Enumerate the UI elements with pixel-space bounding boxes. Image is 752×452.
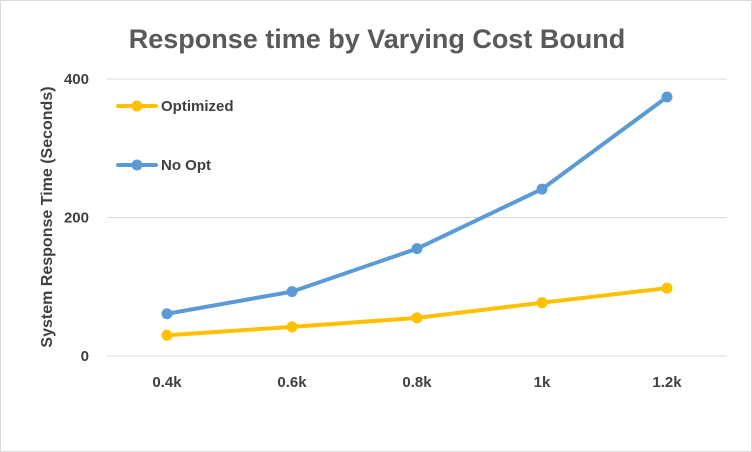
y-tick-labels: 0 200 400	[64, 71, 89, 365]
data-point-optimized	[162, 330, 173, 341]
x-tick-label: 1k	[534, 374, 551, 391]
data-point-optimized	[287, 321, 298, 332]
data-point-no-opt	[537, 184, 548, 195]
y-tick-label: 400	[64, 71, 89, 88]
series-group	[162, 92, 673, 341]
x-tick-label: 0.6k	[277, 374, 307, 391]
y-axis-title: System Response Time (Seconds)	[39, 86, 56, 347]
data-point-no-opt	[662, 92, 673, 103]
data-point-optimized	[412, 312, 423, 323]
data-point-no-opt	[287, 286, 298, 297]
legend-marker-optimized	[132, 101, 143, 112]
data-point-no-opt	[162, 308, 173, 319]
y-tick-label: 0	[81, 348, 89, 365]
legend: Optimized No Opt	[118, 98, 234, 174]
x-tick-label: 0.8k	[402, 374, 432, 391]
legend-marker-no-opt	[132, 160, 143, 171]
x-tick-label: 0.4k	[152, 374, 182, 391]
x-tick-labels: 0.4k 0.6k 0.8k 1k 1.2k	[152, 374, 682, 391]
data-point-optimized	[662, 283, 673, 294]
data-point-optimized	[537, 297, 548, 308]
legend-label-no-opt: No Opt	[161, 157, 211, 174]
chart-title: Response time by Varying Cost Bound	[129, 24, 626, 54]
series-line-no-opt	[167, 97, 667, 314]
x-tick-label: 1.2k	[652, 374, 682, 391]
series-line-optimized	[167, 288, 667, 335]
y-tick-label: 200	[64, 210, 89, 227]
legend-label-optimized: Optimized	[161, 98, 234, 115]
data-point-no-opt	[412, 243, 423, 254]
